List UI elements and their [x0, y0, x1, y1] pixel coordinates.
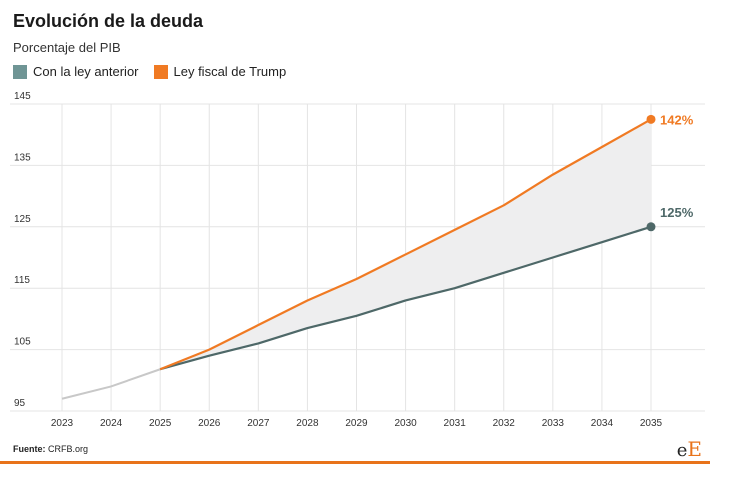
x-tick-label-2030: 2030	[394, 418, 417, 429]
legend-swatch-previous-law	[13, 64, 27, 79]
y-tick-label-135: 135	[14, 152, 31, 163]
projection-gap-area	[160, 119, 651, 370]
x-tick-label-2024: 2024	[100, 418, 123, 429]
x-tick-label-2025: 2025	[149, 418, 172, 429]
legend-item-trump-law: Ley fiscal de Trump	[153, 64, 287, 79]
x-tick-label-2028: 2028	[296, 418, 319, 429]
brand-logo: eE	[677, 437, 702, 461]
chart-subtitle: Porcentaje del PIB	[13, 40, 121, 55]
bottom-rule	[0, 461, 710, 464]
legend-swatch-trump-law	[153, 64, 168, 79]
x-tick-label-2027: 2027	[247, 418, 270, 429]
series-line-previous-law	[159, 225, 652, 371]
series-line-history	[61, 368, 161, 400]
chart-title: Evolución de la deuda	[13, 11, 204, 31]
end-label-previous-law: 125%	[660, 205, 694, 220]
end-marker-previous-law	[646, 222, 656, 232]
legend-item-previous-law: Con la ley anterior	[13, 64, 139, 79]
y-tick-label-115: 115	[14, 275, 30, 286]
x-tick-label-2033: 2033	[542, 418, 565, 429]
x-tick-label-2032: 2032	[493, 418, 516, 429]
y-tick-label-145: 145	[14, 91, 31, 102]
logo-letter-e: e	[676, 440, 688, 461]
x-tick-label-2029: 2029	[345, 418, 368, 429]
x-tick-label-2035: 2035	[640, 418, 663, 429]
x-tick-label-2031: 2031	[444, 418, 467, 429]
logo-letter-E: E	[687, 437, 702, 461]
source-note: Fuente: CRFB.org	[13, 444, 88, 454]
x-tick-label-2026: 2026	[198, 418, 221, 429]
end-marker-trump-law	[646, 114, 656, 124]
y-tick-label-95: 95	[14, 398, 26, 409]
end-label-trump-law: 142%	[660, 112, 694, 127]
legend: Con la ley anterior Ley fiscal de Trump	[13, 64, 301, 79]
legend-label-previous-law: Con la ley anterior	[33, 64, 139, 79]
x-tick-label-2023: 2023	[51, 418, 74, 429]
x-tick-label-2034: 2034	[591, 418, 614, 429]
debt-line-chart: 95 105 115 125 135 145 2023 2024 2025 2026 2027 202…	[10, 91, 705, 429]
series-line-trump-law	[159, 118, 652, 371]
y-tick-label-125: 125	[14, 214, 31, 225]
y-tick-label-105: 105	[14, 337, 31, 348]
source-label: Fuente:	[13, 444, 46, 454]
source-value: CRFB.org	[48, 444, 89, 454]
legend-label-trump-law: Ley fiscal de Trump	[173, 64, 287, 79]
